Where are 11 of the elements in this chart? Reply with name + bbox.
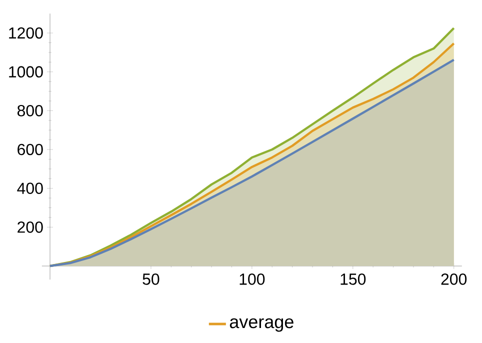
y-tick-label: 1200 [9,27,43,39]
y-tick-label: 400 [17,182,43,194]
y-tick-label: 800 [17,105,43,116]
x-tick-label: 50 [142,274,160,285]
x-tick-label: 100 [240,274,265,285]
y-tick-label: 600 [18,144,43,156]
y-tick-label: 1000 [9,66,43,78]
y-tick-label: 200 [18,222,43,233]
legend-label: average [230,318,294,332]
x-tick-label: 200 [441,274,467,285]
x-tick-label: 150 [340,274,366,285]
